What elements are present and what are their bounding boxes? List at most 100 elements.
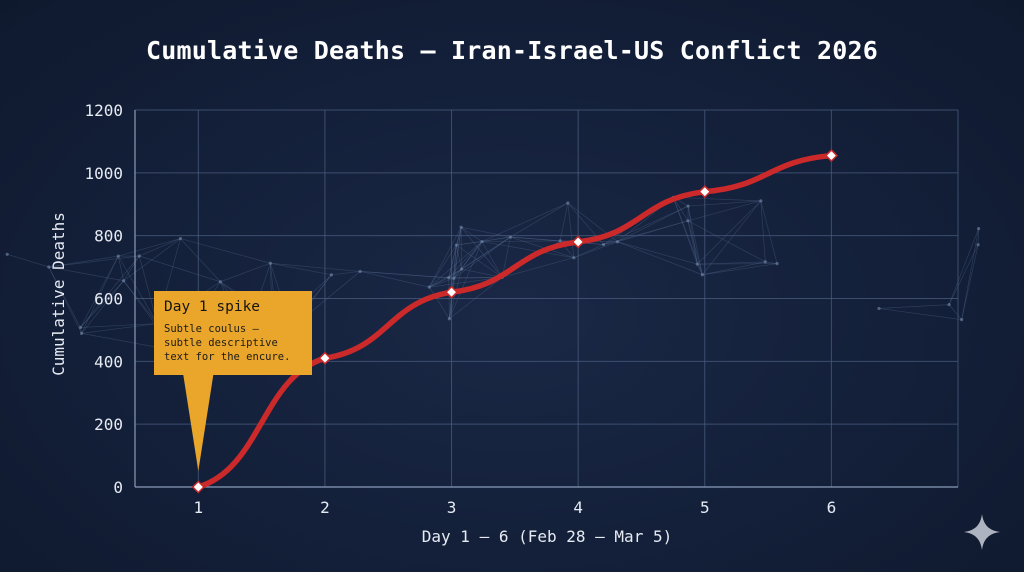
- network-link: [456, 244, 462, 270]
- network-link: [697, 263, 778, 265]
- callout-title: Day 1 spike: [164, 299, 261, 315]
- network-link: [360, 271, 454, 279]
- network-link: [878, 308, 962, 320]
- network-link: [501, 236, 511, 278]
- network-link: [948, 304, 962, 320]
- network-node: [700, 273, 704, 277]
- chart-title: Cumulative Deaths — Iran-Israel-US Confl…: [145, 36, 879, 65]
- callout-pointer-triangle: [183, 375, 214, 471]
- series: [191, 148, 838, 494]
- network-link: [672, 197, 689, 221]
- network-link: [428, 227, 462, 288]
- network-node: [329, 273, 334, 277]
- network-node: [459, 225, 463, 229]
- callout-line: text for the encure.: [164, 351, 291, 363]
- network-node: [976, 243, 980, 247]
- network-link: [117, 255, 158, 324]
- network-link: [977, 228, 979, 245]
- network-node: [122, 279, 126, 283]
- network-link: [123, 255, 140, 281]
- network-link: [461, 241, 483, 270]
- network-node: [558, 239, 562, 243]
- network-node: [695, 262, 699, 266]
- network-link: [481, 241, 503, 278]
- network-link: [456, 244, 503, 278]
- x-tick-label: 4: [573, 498, 583, 517]
- network-link: [948, 228, 979, 305]
- network-link: [672, 197, 698, 265]
- network-node: [508, 235, 513, 239]
- network-link: [331, 271, 361, 276]
- network-link: [461, 236, 511, 270]
- network-link: [220, 262, 271, 283]
- network-link: [961, 228, 979, 320]
- network-node: [116, 254, 120, 258]
- y-tick-label: 1000: [84, 164, 123, 183]
- network-link: [510, 202, 569, 238]
- network-link: [429, 286, 450, 319]
- network-link: [270, 262, 332, 276]
- network-link: [481, 202, 568, 242]
- network-node: [572, 256, 576, 260]
- network-link: [760, 200, 778, 264]
- network-link: [765, 261, 778, 264]
- network-link: [687, 205, 698, 265]
- network-link: [502, 257, 574, 278]
- data-point: [444, 285, 459, 299]
- network-link: [449, 241, 483, 319]
- network-link: [510, 236, 604, 245]
- network-link: [687, 200, 761, 222]
- network-node: [178, 236, 183, 241]
- y-tick-label: 200: [94, 415, 123, 434]
- network-link: [449, 245, 457, 319]
- data-point: [698, 185, 712, 199]
- network-node: [977, 226, 981, 231]
- network-link: [688, 200, 761, 207]
- network-link: [81, 280, 124, 334]
- network-link: [429, 241, 483, 288]
- y-tick-label: 600: [94, 290, 123, 309]
- network-link: [760, 200, 766, 262]
- network-link: [673, 196, 761, 202]
- network-link: [139, 255, 221, 283]
- network-link: [180, 238, 271, 264]
- network-node: [459, 267, 464, 271]
- network-link: [448, 244, 457, 278]
- network-link: [48, 255, 119, 268]
- network-node: [447, 276, 451, 280]
- network-node: [615, 240, 620, 244]
- data-point: [318, 351, 332, 365]
- network-link: [117, 256, 125, 281]
- network-node: [452, 276, 456, 280]
- y-tick-label: 0: [113, 478, 123, 497]
- network-link: [448, 268, 462, 279]
- network-link: [510, 236, 561, 242]
- network-node: [358, 269, 362, 274]
- network-link: [687, 205, 703, 275]
- network-link: [123, 238, 181, 282]
- network-link: [448, 236, 511, 279]
- network-link: [81, 323, 158, 334]
- network-link: [702, 261, 766, 276]
- y-axis-label: Cumulative Deaths: [49, 212, 68, 376]
- network-link: [481, 241, 574, 259]
- network-link: [429, 277, 449, 288]
- network-link: [180, 238, 221, 282]
- tick-labels: 0 200 400 600 800 1000 1200 1 2 3 4 5 6: [84, 101, 836, 517]
- network-node: [947, 303, 951, 307]
- network-link: [453, 236, 511, 279]
- x-tick-label: 6: [827, 498, 837, 517]
- x-axis-label: Day 1 – 6 (Feb 28 – Mar 5): [422, 527, 672, 546]
- network-link: [481, 236, 511, 242]
- network-link: [360, 271, 449, 279]
- y-tick-label: 1200: [84, 101, 123, 120]
- network-link: [948, 244, 979, 305]
- network-link: [80, 255, 140, 328]
- network-link: [702, 263, 778, 276]
- network-link: [460, 226, 483, 242]
- network-link: [573, 241, 618, 259]
- network-node: [447, 317, 451, 321]
- network-link: [80, 323, 158, 328]
- network-link: [123, 280, 158, 324]
- network-link: [453, 241, 483, 279]
